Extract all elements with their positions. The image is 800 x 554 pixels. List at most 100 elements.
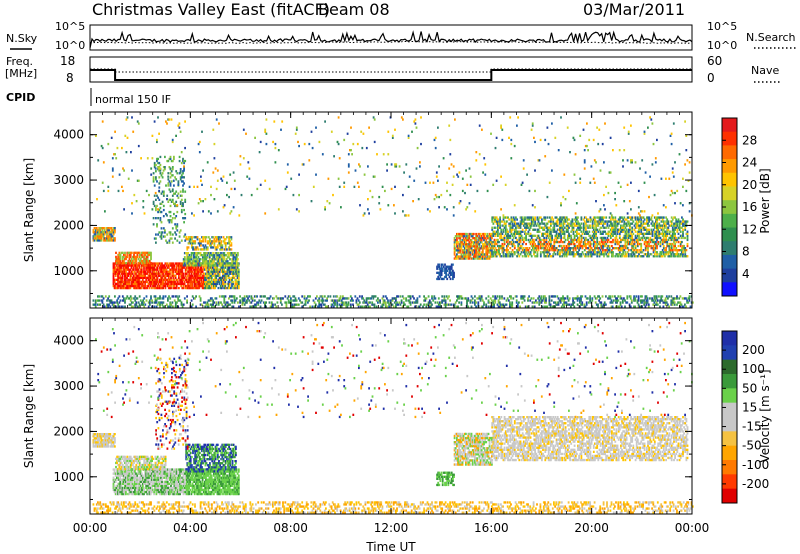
power-cell: [596, 247, 599, 250]
power-cell: [624, 247, 627, 250]
power-cell: [116, 278, 118, 281]
power-cell: [600, 222, 603, 225]
power-cell: [528, 253, 531, 256]
power-cell: [525, 249, 527, 252]
power-cell: [182, 262, 185, 265]
power-cell: [190, 286, 193, 290]
power-cell: [200, 268, 203, 271]
power-cell: [565, 244, 568, 248]
power-cell: [551, 247, 553, 250]
power-cell: [167, 299, 169, 302]
power-cell: [504, 230, 507, 233]
power-cell: [155, 163, 157, 167]
power-cell: [614, 228, 617, 231]
power-cell: [544, 216, 547, 219]
power-cell: [109, 299, 112, 302]
power-cell: [678, 301, 681, 304]
power-cell: [582, 236, 585, 240]
power-cell: [503, 249, 506, 252]
power-cell: [349, 303, 352, 306]
power-cell: [165, 303, 168, 306]
power-cell: [595, 232, 597, 235]
power-cell: [203, 262, 205, 265]
power-cell: [546, 242, 549, 246]
power-cell: [226, 282, 229, 286]
power-cell: [155, 206, 157, 210]
power-cell: [215, 254, 218, 257]
power-cell: [574, 297, 577, 300]
power-cell: [456, 305, 458, 308]
power-cell: [478, 232, 481, 236]
power-cell: [204, 301, 207, 304]
power-cell: [221, 248, 224, 251]
power-cell: [477, 255, 480, 258]
power-cell: [519, 253, 522, 256]
power-cell: [153, 276, 155, 279]
power-cell: [572, 226, 575, 229]
power-cell: [439, 269, 442, 272]
power-cell: [489, 247, 492, 250]
power-cell: [179, 190, 182, 193]
power-cell: [160, 174, 163, 177]
power-cell: [107, 237, 109, 240]
power-cell: [427, 301, 430, 304]
power-cell: [211, 282, 214, 286]
power-cell: [166, 264, 169, 267]
power-cell: [317, 305, 319, 308]
power-cell: [203, 260, 205, 263]
power-cell: [188, 238, 191, 241]
power-cell: [458, 247, 460, 250]
power-cell: [598, 247, 601, 250]
power-cell: [408, 299, 411, 302]
power-cell: [548, 226, 551, 229]
power-cell: [659, 299, 661, 302]
power-cell: [169, 172, 172, 175]
power-cell: [157, 168, 159, 171]
power-cell: [166, 280, 169, 284]
power-cell: [137, 286, 140, 290]
power-cell: [456, 253, 458, 256]
power-cell: [211, 240, 214, 243]
power-cell: [153, 280, 155, 284]
power-cell: [655, 295, 658, 298]
power-cell: [567, 222, 569, 225]
power-cell: [621, 244, 623, 248]
power-cell: [621, 216, 623, 219]
power-cell: [560, 236, 562, 240]
power-cell: [118, 255, 121, 259]
power-cell: [178, 274, 180, 277]
power-cell: [189, 256, 192, 259]
power-cell: [562, 244, 565, 248]
power-cell: [139, 274, 142, 277]
power-cell: [510, 216, 513, 219]
power-cell: [645, 303, 648, 306]
power-cell: [561, 228, 564, 231]
power-cell: [287, 301, 290, 304]
power-cell: [234, 286, 237, 290]
power-cell: [461, 297, 464, 300]
power-cell: [150, 297, 152, 300]
power-cell: [390, 299, 393, 302]
power-cell: [194, 260, 196, 263]
power-cell: [193, 248, 195, 251]
power-cell: [110, 233, 113, 236]
power-cell: [581, 232, 584, 235]
power-cell: [178, 270, 180, 273]
power-cell: [210, 240, 212, 243]
power-cell: [106, 305, 108, 308]
power-cell: [538, 299, 541, 302]
power-cell: [468, 249, 471, 252]
power-cell: [158, 231, 161, 234]
power-cell: [609, 251, 612, 254]
power-cell: [199, 258, 202, 261]
power-cell: [201, 274, 204, 277]
noise-tick-right-low: 10^0: [707, 39, 737, 52]
power-cell: [133, 253, 135, 257]
power-cell: [107, 303, 109, 306]
power-cell: [365, 305, 368, 308]
power-cell: [579, 234, 582, 237]
power-cell: [382, 295, 385, 298]
power-cell: [474, 303, 476, 306]
power-cell: [467, 253, 470, 256]
power-cell: [518, 234, 521, 237]
